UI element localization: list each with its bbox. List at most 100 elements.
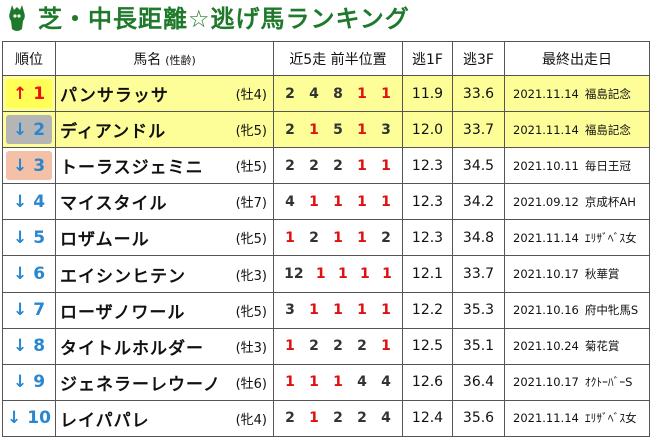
late-split-cell: 36.4 [452,363,505,401]
rank-badge: ↓ 2 [6,115,52,145]
down-arrow-icon: ↓ [7,408,22,429]
last-race-name: 府中牝馬S [584,303,639,318]
position-value: 3 [285,302,295,319]
name-cell: ジェネラーレウーノ (牡6) [55,363,274,401]
position-value: 1 [357,302,367,319]
last-race-name: 秋華賞 [584,267,620,282]
position-value: 1 [315,266,326,283]
late-split-cell: 35.3 [452,291,505,329]
rank-badge: ↓ 7 [6,296,52,325]
early-split-cell: 12.3 [402,147,453,185]
horse-sex-age: (牝5) [235,232,267,248]
last-race-name: ｴﾘｻﾞﾍﾞｽ女 [584,411,637,426]
early-split-cell: 12.3 [402,219,453,257]
rank-badge: ↓ 10 [6,404,52,433]
position-value: 1 [337,266,348,283]
horse-sex-age: (牝5) [235,124,267,140]
horse-name: レイパパレ [60,410,150,431]
position-value: 1 [285,338,295,355]
name-cell: タイトルホルダー (牡3) [55,327,274,365]
name-cell: レイパパレ (牝4) [55,399,274,438]
rank-cell: ↓ 2 [2,111,56,149]
position-value: 1 [309,302,319,319]
rank-cell: ↓ 10 [2,399,56,438]
last-race-date: 2021.10.11 [513,158,579,173]
position-value: 1 [285,374,295,391]
rank-badge: ↓ 9 [6,368,52,397]
table-row: ↓ 6 エイシンヒテン (牝3) 12 1 1 1 1 12.1 33.7 2021.1… [2,255,650,293]
rank-number: 5 [33,227,46,248]
rank-number: 2 [33,119,46,140]
last-race-date: 2021.09.12 [513,194,579,209]
position-value: 2 [309,157,319,174]
position-value: 1 [333,193,343,210]
rank-badge: ↓ 6 [6,259,52,288]
last-race-cell: 2021.10.16 府中牝馬S [504,291,650,329]
last-race-name: 福島記念 [584,86,631,101]
last-race-name: 京成杯AH [584,194,636,209]
horse-name: パンサラッサ [60,86,169,107]
name-cell: エイシンヒテン (牝3) [55,255,274,293]
position-value: 1 [381,338,391,355]
position-value: 1 [333,302,343,319]
name-cell: ローザノワール (牝5) [55,291,274,329]
name-cell: ロザムール (牝5) [55,219,274,257]
position-value: 1 [360,266,370,283]
table-header-row: 順位 馬名 (性齢) 近5走 前半位置 逃1F 逃3F 最終出走日 [2,41,650,76]
last-race-date: 2021.10.24 [513,339,579,354]
last-race-name: ｴﾘｻﾞﾍﾞｽ女 [584,230,637,245]
name-cell: トーラスジェミニ (牡5) [55,147,274,185]
down-arrow-icon: ↓ [12,155,28,176]
green-horse-head-logo-icon [9,5,25,31]
header-last-race: 最終出走日 [504,41,650,76]
position-value: 1 [357,229,367,246]
down-arrow-icon: ↓ [12,227,28,248]
horse-name: ローザノワール [60,302,186,323]
position-value: 1 [381,302,391,319]
down-arrow-icon: ↓ [12,300,28,321]
late-split-cell: 34.5 [452,147,505,185]
down-arrow-icon: ↓ [12,264,28,285]
horse-sex-age: (牡7) [235,196,267,212]
rank-number: 3 [33,155,46,176]
position-value: 1 [309,193,319,210]
rank-number: 6 [33,264,46,285]
position-value: 1 [381,85,391,102]
last-race-date: 2021.10.16 [513,303,579,318]
horse-sex-age: (牡4) [235,88,267,104]
header-name: 馬名 (性齢) [55,41,274,76]
position-value: 1 [309,374,319,391]
horse-name: トーラスジェミニ [60,158,204,179]
horse-sex-age: (牝4) [235,412,267,428]
position-value: 1 [333,229,343,246]
last-race-cell: 2021.10.17 ｵｸﾄｰﾊﾞｰS [504,363,650,401]
position-value: 4 [381,374,391,391]
position-value: 1 [309,410,319,427]
rank-number: 9 [33,372,46,393]
position-value: 2 [309,229,319,246]
late-split-cell: 34.2 [452,183,505,221]
position-value: 12 [284,266,304,283]
last-race-cell: 2021.11.14 ｴﾘｻﾞﾍﾞｽ女 [504,399,650,438]
position-value: 4 [357,374,367,391]
last-race-date: 2021.11.14 [513,86,579,101]
position-value: 1 [357,193,367,210]
down-arrow-icon: ↓ [12,119,28,140]
last-race-date: 2021.11.14 [513,122,579,137]
last-race-cell: 2021.09.12 京成杯AH [504,183,650,221]
header-early-split: 逃1F [402,41,453,76]
late-split-cell: 33.7 [452,111,505,149]
down-arrow-icon: ↓ [12,336,28,357]
positions-cell: 12 1 1 1 1 [273,255,403,293]
